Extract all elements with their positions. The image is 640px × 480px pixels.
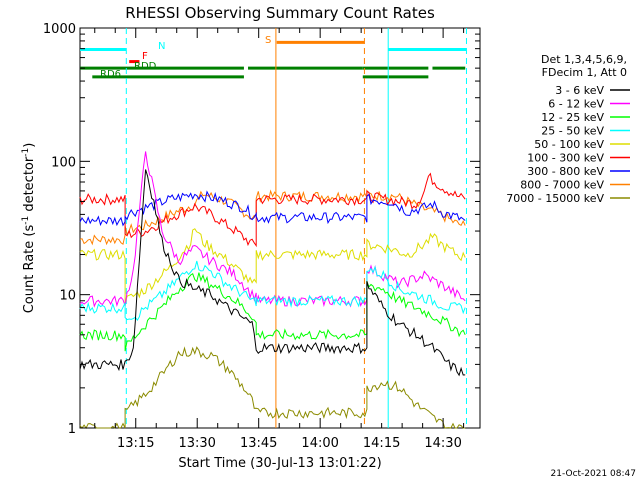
legend-header-line: Det 1,3,4,5,6,9, — [541, 53, 627, 66]
series-lines — [79, 151, 466, 429]
x-tick-label: 14:00 — [301, 436, 338, 451]
series-line-0 — [79, 189, 466, 246]
boundary-lines — [125, 28, 467, 428]
x-tick-label: 13:30 — [178, 436, 215, 451]
y-tick-label: 10 — [59, 289, 76, 304]
series-line-2 — [79, 190, 466, 227]
legend-label: 7000 - 15000 keV — [506, 192, 604, 205]
legend-label: 3 - 6 keV — [555, 84, 604, 97]
status-label-f: F — [142, 51, 148, 62]
footer-timestamp: 21-Oct-2021 08:47 — [551, 469, 636, 479]
series-line-4 — [79, 151, 466, 308]
chart-title: RHESSI Observing Summary Count Rates — [125, 4, 435, 22]
status-label-rd6: RD6 — [100, 69, 121, 80]
y-tick-label: 100 — [51, 155, 76, 170]
legend-label: 800 - 7000 keV — [520, 179, 604, 192]
x-tick-label: 13:45 — [240, 436, 277, 451]
y-axis-ticks: 1 10 100 1000 — [43, 22, 480, 437]
legend-label: 300 - 800 keV — [527, 165, 604, 178]
series-line-5 — [79, 260, 466, 322]
legend-label: 25 - 50 keV — [541, 125, 604, 138]
y-tick-label: 1 — [68, 422, 76, 437]
series-line-3 — [79, 228, 466, 306]
series-line-6 — [79, 272, 466, 352]
series-line-1 — [79, 172, 466, 248]
status-label-n: N — [158, 41, 165, 52]
plot-frame — [79, 27, 481, 429]
x-axis-ticks: 13:15 13:30 13:45 14:00 14:15 14:30 — [94, 28, 465, 451]
x-axis-label: Start Time (30-Jul-13 13:01:22) — [178, 456, 381, 471]
x-tick-label: 13:15 — [117, 436, 154, 451]
y-axis-label: Count Rate (s-1 detector-1) — [21, 143, 37, 314]
legend-label: 100 - 300 keV — [527, 152, 604, 165]
x-tick-label: 14:15 — [363, 436, 400, 451]
status-label-rdd: RDD — [134, 61, 157, 72]
legend-label: 50 - 100 keV — [534, 138, 604, 151]
legend-label: 6 - 12 keV — [548, 98, 604, 111]
status-label-s: S — [265, 35, 271, 46]
y-tick-label: 1000 — [43, 22, 76, 37]
legend-header-line: FDecim 1, Att 0 — [542, 66, 627, 79]
legend-label: 12 - 25 keV — [541, 111, 604, 124]
legend: Det 1,3,4,5,6,9,FDecim 1, Att 0 3 - 6 keV… — [506, 53, 630, 205]
series-line-8 — [79, 346, 466, 429]
x-tick-label: 14:30 — [424, 436, 461, 451]
series-line-7 — [79, 169, 466, 377]
